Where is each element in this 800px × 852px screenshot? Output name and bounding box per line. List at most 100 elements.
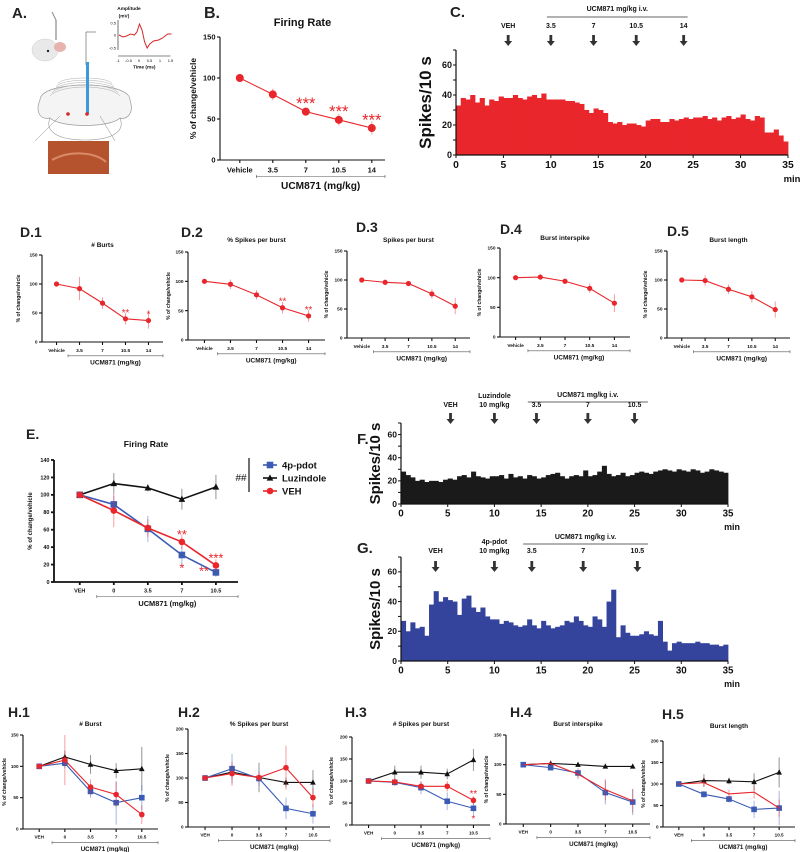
data-point-circle — [53, 281, 60, 287]
data-point-triangle — [139, 765, 145, 772]
panel-label: C. — [450, 4, 465, 21]
y-tick-label: 150 — [334, 249, 342, 255]
histogram-bar — [685, 471, 692, 504]
histogram-bar — [569, 622, 575, 661]
series-triangle — [676, 757, 782, 791]
data-point-square — [283, 805, 289, 812]
electrode-icon — [86, 62, 89, 114]
y-axis-label: % of change/vehicle — [324, 270, 330, 318]
x-tick-label: 20 — [640, 160, 652, 171]
injection-marker: 10.5 — [629, 23, 643, 46]
histogram-bar — [559, 625, 565, 661]
injection-marker: 4p-pdot 10 mg/kg — [479, 539, 510, 572]
y-tick-label: 60 — [388, 429, 398, 439]
x-tick-label: 0 — [231, 833, 234, 838]
x-axis-label: UCM871 (mg/kg) — [719, 844, 768, 851]
histogram-bar — [517, 476, 523, 504]
y-tick-label: 50 — [32, 311, 38, 317]
histogram-bar — [452, 601, 458, 661]
data-point-triangle — [629, 763, 636, 769]
data-point-circle — [444, 783, 451, 790]
histogram-bar — [583, 625, 589, 661]
y-tick-label: 50 — [657, 307, 663, 313]
histogram-bar — [536, 478, 542, 504]
y-axis-label: Spikes/10 s — [367, 568, 384, 650]
series-none — [523, 760, 634, 813]
x-tick-label: 7 — [304, 166, 308, 175]
histogram-bar — [564, 478, 570, 504]
histogram-bar — [676, 469, 682, 504]
histogram-bar — [653, 635, 659, 661]
series-circle — [53, 277, 152, 329]
series-line — [523, 762, 633, 802]
panel-label: D.5 — [667, 223, 689, 239]
x-tick-label: VEH — [364, 831, 374, 836]
y-tick-label: 40 — [442, 90, 452, 100]
data-point-triangle — [212, 483, 220, 490]
rat-head-icon — [31, 38, 59, 62]
x-tick-label: 15 — [536, 509, 547, 520]
injection-label: 3.5 — [527, 548, 537, 555]
histogram-bar — [690, 643, 696, 661]
histogram-bar — [564, 620, 570, 661]
data-point-circle — [679, 277, 685, 283]
y-tick-label: 200 — [651, 739, 659, 744]
histogram-bar — [645, 120, 651, 155]
x-axis-label: UCM871 (mg/kg) — [281, 181, 360, 192]
x-tick-label: 10.5 — [427, 344, 437, 350]
histogram-bar — [615, 637, 621, 661]
y-tick-label: 100 — [334, 278, 342, 284]
x-tick-label: 35 — [782, 160, 794, 171]
data-point-circle — [725, 286, 732, 292]
y-tick-label: 150 — [651, 760, 659, 765]
x-tick-label: 3.5 — [382, 344, 389, 350]
y-tick-label: 100 — [651, 782, 659, 787]
x-tick-label: 25 — [629, 509, 640, 520]
inset-y-tick: -0.5 — [109, 46, 117, 51]
data-point-square — [575, 770, 581, 776]
histogram-bar — [415, 480, 421, 504]
y-tick-label: 0 — [35, 340, 38, 346]
histogram-bar — [702, 116, 708, 155]
data-point-circle — [359, 277, 365, 283]
panel-a-illustration: A. Amplitude(mV)0.50-0.5-1 -0.5 0 0.5 1 1.5Tim… — [12, 5, 174, 174]
x-tick-label: 10.5 — [308, 833, 317, 838]
x-axis-label: UCM871 (mg/kg) — [396, 356, 447, 363]
x-tick-label: 10.5 — [469, 831, 478, 836]
data-point-square — [520, 761, 527, 768]
y-tick-label: 100 — [11, 764, 19, 769]
histogram-bar — [433, 480, 439, 504]
data-point-circle — [268, 90, 277, 99]
y-tick-label: 0 — [181, 338, 184, 344]
histogram-bar — [603, 113, 609, 155]
series-triangle — [365, 748, 477, 784]
y-axis-label: % of change/vehicle — [188, 58, 198, 140]
histogram-bar — [559, 476, 565, 504]
histogram-bar — [615, 475, 621, 504]
y-tick-label: 0 — [345, 823, 348, 828]
inset-y-label: (mV) — [119, 14, 130, 20]
histogram-bar — [456, 105, 462, 155]
x-axis-label: UCM871 (mg/kg) — [412, 842, 461, 849]
histogram-bar — [489, 619, 495, 661]
x-tick-label: 15 — [536, 666, 547, 677]
series-line — [678, 782, 780, 809]
histogram-bar — [531, 476, 537, 504]
histogram-bar — [709, 469, 715, 504]
histogram-bar — [640, 126, 647, 155]
data-point-square — [110, 501, 118, 508]
histogram-bar — [607, 122, 613, 155]
histogram-bar — [424, 482, 430, 504]
x-tick-label: 10 — [489, 666, 500, 677]
data-point-square — [229, 765, 235, 772]
histogram-bar — [541, 620, 547, 661]
data-point-triangle — [87, 761, 94, 767]
data-point-circle — [429, 291, 435, 297]
x-tick-label: 3.5 — [575, 830, 582, 835]
histogram-bar — [759, 117, 765, 155]
data-point-circle — [772, 306, 778, 313]
arrow-down-icon — [546, 35, 555, 46]
x-tick-label: VEH — [200, 833, 210, 838]
x-tick-label: 0 — [398, 509, 404, 520]
